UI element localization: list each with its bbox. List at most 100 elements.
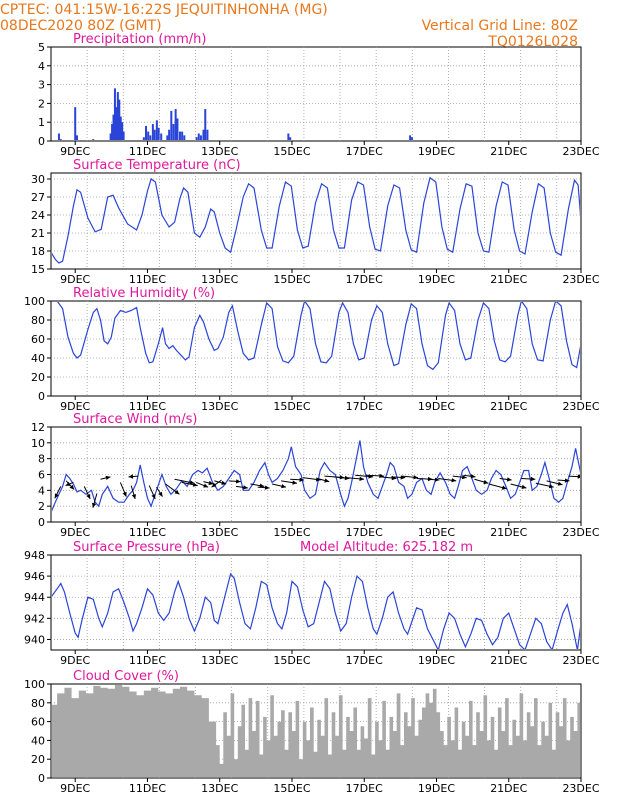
precip-xtick-label: 9DEC <box>60 145 90 158</box>
wind-arrow-head <box>221 480 227 485</box>
precip-bar <box>160 133 163 140</box>
wind-xtick-label: 15DEC <box>273 526 310 539</box>
rh-xtick-label: 19DEC <box>418 400 455 413</box>
wind-ytick-label: 10 <box>31 437 45 450</box>
pres-ytick-label: 946 <box>24 570 45 583</box>
header-model: TQ0126L028 <box>487 34 578 50</box>
cloud-frame <box>50 683 582 779</box>
precip-bar <box>410 137 413 140</box>
temp-xtick-label: 17DEC <box>346 273 383 286</box>
wind-arrow-head <box>259 483 265 488</box>
precip-bar <box>115 107 118 140</box>
wind-arrow-head <box>86 494 91 499</box>
rh-xtick-label: 11DEC <box>129 400 166 413</box>
precip-bar <box>147 131 150 140</box>
cloud-ytick-label: 80 <box>31 697 45 710</box>
precip-ytick-label: 2 <box>38 97 45 110</box>
precip-xtick-label: 13DEC <box>201 145 238 158</box>
cloud-ytick-label: 40 <box>31 734 45 747</box>
precip-bar <box>155 120 158 140</box>
wind-arrow-head <box>434 477 440 482</box>
rh-xtick-label: 21DEC <box>490 400 527 413</box>
temp-xtick-label: 23DEC <box>562 273 599 286</box>
wind-xtick-label: 17DEC <box>346 526 383 539</box>
cloud-xtick-label: 15DEC <box>273 782 310 795</box>
precip-bar <box>112 114 115 140</box>
precip-ytick-label: 5 <box>38 41 45 54</box>
temp-frame <box>50 172 582 270</box>
wind-arrow-head <box>211 482 217 488</box>
wind-xtick-label: 21DEC <box>490 526 527 539</box>
wind-arrow-head <box>281 484 286 489</box>
temp-series-line <box>52 176 580 264</box>
precip-xtick-label: 15DEC <box>273 145 310 158</box>
wind-ytick-label: 6 <box>38 469 45 482</box>
wind-xtick-label: 11DEC <box>129 526 166 539</box>
wind-arrow-head <box>243 485 248 490</box>
wind-arrow-head <box>564 478 570 483</box>
wind-arrow-head <box>69 484 75 490</box>
precip-bar <box>57 133 60 140</box>
precip-xtick-label: 23DEC <box>562 145 599 158</box>
wind-xtick-label: 19DEC <box>418 526 455 539</box>
precip-bar <box>168 129 171 140</box>
precip-plot <box>57 88 413 140</box>
temp-plot <box>52 176 580 264</box>
pres-ytick-label: 948 <box>24 549 45 562</box>
temp-ytick-label: 27 <box>31 191 45 204</box>
cloud-ytick-label: 60 <box>31 716 45 729</box>
pres-title: Surface Pressure (hPa) <box>73 540 220 555</box>
precip-bar <box>157 127 160 140</box>
cloud-xtick-label: 13DEC <box>201 782 238 795</box>
precip-bar <box>149 135 152 140</box>
temp-xtick-label: 13DEC <box>201 273 238 286</box>
pres-xtick-label: 13DEC <box>201 654 238 667</box>
pres-series-line <box>52 572 580 649</box>
precip-title: Precipitation (mm/h) <box>73 32 206 47</box>
precip-bar <box>92 139 95 140</box>
precip-bar <box>74 107 77 140</box>
precip-bar <box>166 135 169 140</box>
precip-bar <box>76 135 79 140</box>
cloud-xtick-label: 19DEC <box>418 782 455 795</box>
precip-bar <box>119 116 122 140</box>
wind-arrow-head <box>413 475 419 480</box>
cloud-xtick-label: 11DEC <box>129 782 166 795</box>
wind-arrow-head <box>236 479 241 484</box>
temp-xtick-label: 21DEC <box>490 273 527 286</box>
precip-bar <box>118 99 121 140</box>
cloud-title: Cloud Cover (%) <box>73 669 179 684</box>
rh-ytick-label: 80 <box>31 314 45 327</box>
cloud-xtick-label: 17DEC <box>346 782 383 795</box>
wind-arrow-head <box>530 476 536 482</box>
precip-bar <box>113 88 116 140</box>
rh-series-line <box>57 302 580 371</box>
precip-bar <box>122 131 125 140</box>
rh-ytick-label: 20 <box>31 371 45 384</box>
rh-frame <box>50 300 582 397</box>
precip-bar <box>206 129 209 140</box>
precip-xtick-label: 11DEC <box>129 145 166 158</box>
temp-ytick-label: 18 <box>31 245 45 258</box>
panel-temp: 15 18 21 24 27 30 9DEC 11DEC 13DEC 15DEC 17DEC 19DE… <box>31 158 600 286</box>
cloud-xtick-label: 21DEC <box>490 782 527 795</box>
rh-xtick-label: 17DEC <box>346 400 383 413</box>
precip-bar <box>178 131 181 140</box>
wind-ytick-label: 8 <box>38 453 45 466</box>
pres-ytick-label: 940 <box>24 633 45 646</box>
wind-arrow-head <box>131 494 136 499</box>
pres-xtick-label: 11DEC <box>129 654 166 667</box>
header-date: 08DEC2020 80Z (GMT) <box>0 18 162 34</box>
wind-arrow-head <box>470 474 476 479</box>
wind-arrow-head <box>292 480 297 485</box>
rh-xtick-label: 23DEC <box>562 400 599 413</box>
wind-arrow-head <box>506 477 512 482</box>
temp-ytick-label: 21 <box>31 227 45 240</box>
precip-bar <box>176 118 179 140</box>
pres-xtick-label: 21DEC <box>490 654 527 667</box>
rh-xtick-label: 15DEC <box>273 400 310 413</box>
precip-bar <box>195 137 198 140</box>
wind-arrow-head <box>174 489 180 495</box>
pres-xtick-label: 17DEC <box>346 654 383 667</box>
wind-arrow-head <box>158 491 163 497</box>
